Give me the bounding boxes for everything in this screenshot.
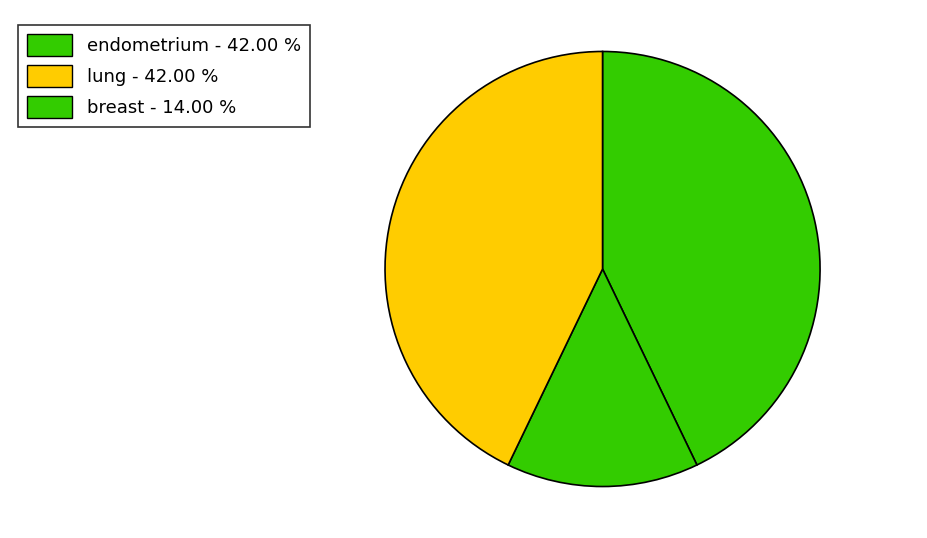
Legend: endometrium - 42.00 %, lung - 42.00 %, breast - 14.00 %: endometrium - 42.00 %, lung - 42.00 %, b… (19, 25, 310, 128)
Wedge shape (385, 52, 603, 465)
Wedge shape (508, 269, 697, 486)
Wedge shape (603, 52, 820, 465)
